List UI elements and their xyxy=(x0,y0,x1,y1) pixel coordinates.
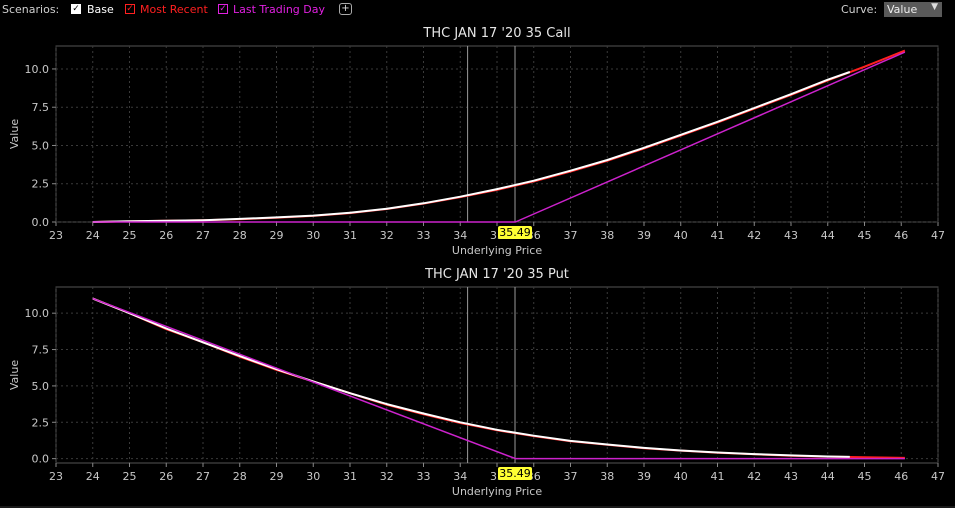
chart-2-x-tick-label: 31 xyxy=(343,470,357,483)
chart-1-x-tick-label: 24 xyxy=(86,229,100,242)
chart-2-y-tick-label: 0.0 xyxy=(32,453,50,466)
chart-1-x-tick-label: 34 xyxy=(453,229,467,242)
chart-1-x-tick-label: 26 xyxy=(159,229,173,242)
chart-1-y-axis-label: Value xyxy=(8,119,21,149)
chart-1-x-tick-label: 32 xyxy=(380,229,394,242)
base-checkbox[interactable]: ✓ xyxy=(71,4,81,14)
chart-2-y-tick-label: 5.0 xyxy=(32,380,50,393)
chart-2-x-tick-label: 23 xyxy=(49,470,63,483)
chart-2-x-tick-label: 38 xyxy=(600,470,614,483)
chart-2-x-tick-label: 27 xyxy=(196,470,210,483)
chart-1-x-tick-label: 39 xyxy=(637,229,651,242)
chart-1-x-tick-label: 44 xyxy=(821,229,835,242)
chart-2-current-price-badge xyxy=(498,467,533,480)
chart-1-x-tick-label: 28 xyxy=(233,229,247,242)
charts-area: THC JAN 17 '20 35 Call 23 24 25 26 27 28 29 30 31… xyxy=(0,26,955,508)
chart-1-y-tick-label: 5.0 xyxy=(32,139,50,152)
chart-2-x-tick-label: 41 xyxy=(711,470,725,483)
chart-1-x-tick-label: 25 xyxy=(123,229,137,242)
chart-1-x-tick-label: 47 xyxy=(931,229,945,242)
chart-1-x-tick-label: 27 xyxy=(196,229,210,242)
chart-2-x-tick-label: 42 xyxy=(747,470,761,483)
add-scenario-button[interactable]: + xyxy=(339,3,352,15)
last-trading-day-checkbox[interactable]: ✓ xyxy=(218,4,228,14)
chart-1-x-tick-label: 41 xyxy=(711,229,725,242)
chart-1-x-tick-label: 40 xyxy=(674,229,688,242)
chart-2-x-axis-label: Underlying Price xyxy=(452,485,542,498)
chart-2-x-tick-label: 30 xyxy=(306,470,320,483)
chart-2-x-tick-label: 28 xyxy=(233,470,247,483)
chart-1-x-tick-label: 46 xyxy=(894,229,908,242)
chart-2-x-tick-label: 39 xyxy=(637,470,651,483)
chart-2-y-tick-label: 7.5 xyxy=(32,344,50,357)
chart-1-current-price-badge xyxy=(498,226,533,239)
chart-2-x-tick-label: 43 xyxy=(784,470,798,483)
chart-2-title: THC JAN 17 '20 35 Put xyxy=(424,267,569,282)
chart-2-x-tick-label: 47 xyxy=(931,470,945,483)
most-recent-checkbox[interactable]: ✓ xyxy=(125,4,135,14)
chart-2-x-tick-label: 40 xyxy=(674,470,688,483)
curve-select[interactable]: Value ▼ xyxy=(884,2,942,17)
chart-1-x-tick-label: 31 xyxy=(343,229,357,242)
chart-1-x-tick-label: 45 xyxy=(858,229,872,242)
chart-2-current-price-label: 35.49 xyxy=(499,467,531,480)
chart-1-x-tick-label: 42 xyxy=(747,229,761,242)
chart-2-y-tick-label: 2.5 xyxy=(32,416,50,429)
chart-1-x-axis-label: Underlying Price xyxy=(452,244,542,257)
toolbar: Scenarios: ✓ Base ✓ Most Recent ✓ Last T… xyxy=(0,0,955,20)
chart-1-y-tick-label: 10.0 xyxy=(25,63,50,76)
chart-1-x-tick-label: 30 xyxy=(306,229,320,242)
chart-2-x-tick-label: 24 xyxy=(86,470,100,483)
chart-2-x-tick-label: 29 xyxy=(270,470,284,483)
chart-1-x-tick-label: 23 xyxy=(49,229,63,242)
chart-2-y-tick-label: 10.0 xyxy=(25,307,50,320)
chart-1-y-tick-label: 2.5 xyxy=(32,178,50,191)
chart-1-x-tick-label: 43 xyxy=(784,229,798,242)
chart-2-x-tick-label: 25 xyxy=(123,470,137,483)
chart-1-title: THC JAN 17 '20 35 Call xyxy=(422,26,570,41)
chart-2-x-tick-label: 45 xyxy=(858,470,872,483)
chart-2-x-tick-label: 33 xyxy=(417,470,431,483)
chart-1-current-price-label: 35.49 xyxy=(499,226,531,239)
base-scenario-label[interactable]: Base xyxy=(87,3,114,16)
chart-1-x-tick-label: 37 xyxy=(564,229,578,242)
chart-2-x-tick-label: 32 xyxy=(380,470,394,483)
chevron-down-icon: ▼ xyxy=(931,2,938,12)
last-trading-day-scenario-label[interactable]: Last Trading Day xyxy=(233,3,325,16)
chart-1-y-tick-label: 0.0 xyxy=(32,216,50,229)
curve-label: Curve: xyxy=(841,3,878,16)
chart-1-x-tick-label: 29 xyxy=(270,229,284,242)
chart-1-series-3-line xyxy=(92,51,906,223)
chart-2-y-axis-label: Value xyxy=(8,360,21,390)
chart-2-x-tick-label: 44 xyxy=(821,470,835,483)
most-recent-scenario-label[interactable]: Most Recent xyxy=(140,3,208,16)
chart-1-x-tick-label: 33 xyxy=(417,229,431,242)
chart-1-x-tick-label: 38 xyxy=(600,229,614,242)
chart-2-x-tick-label: 46 xyxy=(894,470,908,483)
chart-2-series-2-line xyxy=(92,297,850,458)
chart-2-x-tick-label: 34 xyxy=(453,470,467,483)
chart-2-series-3-line xyxy=(92,297,905,460)
chart-2-x-tick-label: 26 xyxy=(159,470,173,483)
chart-1-series-2-line xyxy=(92,71,851,223)
chart-2-x-tick-label: 37 xyxy=(564,470,578,483)
chart-1-y-tick-label: 7.5 xyxy=(32,101,50,114)
scenarios-label: Scenarios: xyxy=(2,3,60,16)
curve-select-value: Value xyxy=(887,3,918,16)
